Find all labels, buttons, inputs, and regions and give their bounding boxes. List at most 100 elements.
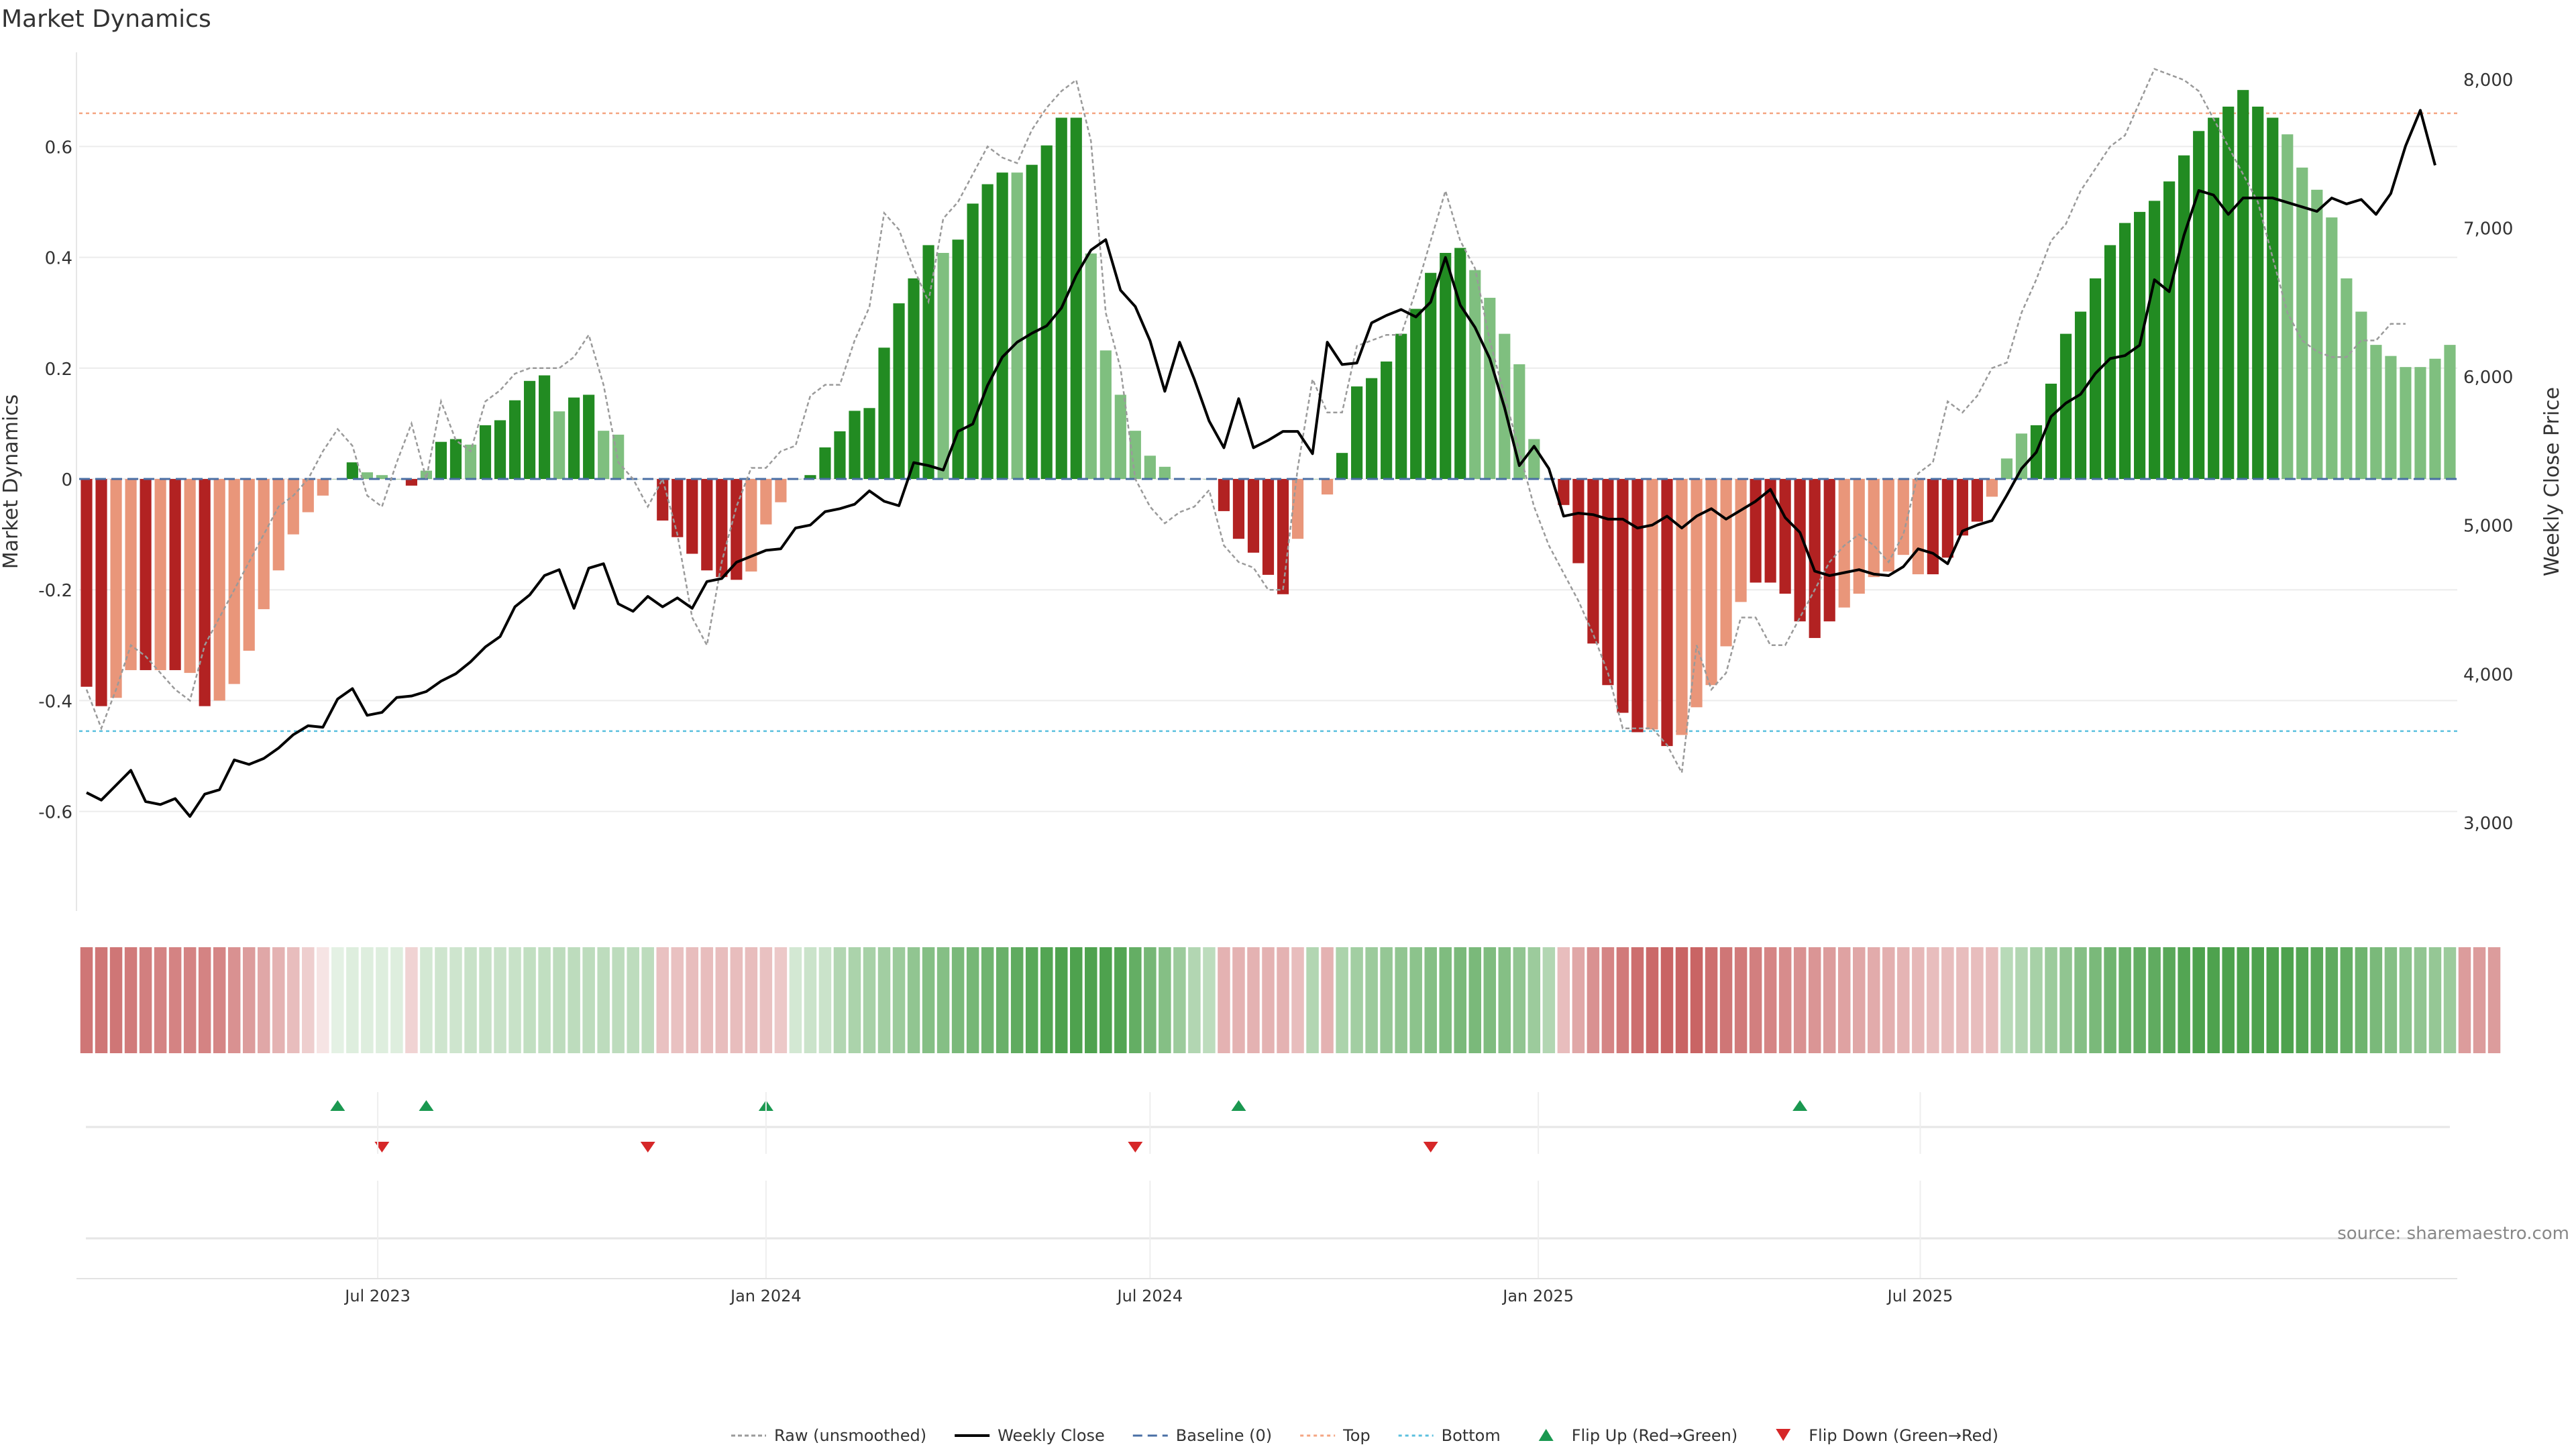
bar bbox=[376, 475, 388, 479]
bar bbox=[1366, 378, 1378, 479]
bar bbox=[2149, 201, 2161, 479]
bar bbox=[2370, 345, 2382, 479]
bar bbox=[863, 408, 875, 479]
bar bbox=[760, 479, 772, 525]
heat-cell bbox=[302, 947, 315, 1053]
x-tick-label: Jul 2023 bbox=[343, 1287, 411, 1305]
heat-cell bbox=[464, 947, 477, 1053]
heat-cell bbox=[1852, 947, 1866, 1053]
bar bbox=[169, 479, 181, 670]
bar bbox=[1720, 479, 1732, 647]
y2-axis-label: Weekly Close Price bbox=[2540, 387, 2564, 576]
heat-cell bbox=[759, 947, 773, 1053]
bar bbox=[213, 479, 225, 701]
heat-cell bbox=[494, 947, 506, 1053]
legend-item: Baseline (0) bbox=[1132, 1426, 1272, 1445]
bar bbox=[2118, 223, 2131, 479]
y2-tick-label: 4,000 bbox=[2463, 665, 2513, 685]
bar bbox=[1395, 333, 1407, 479]
bar bbox=[1646, 479, 1658, 730]
heat-cell bbox=[700, 947, 714, 1053]
heat-cell bbox=[2148, 947, 2161, 1053]
bar bbox=[1351, 386, 1363, 479]
heat-cell bbox=[848, 947, 861, 1053]
bar bbox=[1055, 117, 1067, 479]
bar bbox=[2414, 367, 2426, 479]
bar bbox=[523, 380, 536, 479]
bar bbox=[1809, 479, 1821, 639]
heat-cell bbox=[1070, 947, 1083, 1053]
bar bbox=[819, 447, 831, 479]
heat-cell bbox=[2266, 947, 2279, 1053]
heat-cell bbox=[1277, 947, 1289, 1053]
heat-cell bbox=[198, 947, 211, 1053]
heat-cell bbox=[257, 947, 270, 1053]
bar bbox=[2000, 458, 2013, 479]
heat-cell bbox=[1646, 947, 1659, 1053]
legend-item: Bottom bbox=[1398, 1426, 1501, 1445]
heat-cell bbox=[2355, 947, 2368, 1053]
bar bbox=[2326, 217, 2338, 479]
heat-cell bbox=[1468, 947, 1482, 1053]
heat-cell bbox=[2207, 947, 2220, 1053]
bar bbox=[508, 400, 521, 479]
bar bbox=[1277, 479, 1289, 594]
heat-cell bbox=[508, 947, 521, 1053]
bar bbox=[1011, 172, 1023, 479]
heat-cell bbox=[1159, 947, 1171, 1053]
y2-tick-label: 6,000 bbox=[2463, 368, 2513, 388]
heat-cell bbox=[109, 947, 123, 1053]
heat-cell bbox=[183, 947, 197, 1053]
heat-cell bbox=[1321, 947, 1334, 1053]
heat-cell bbox=[715, 947, 729, 1053]
bar bbox=[834, 431, 846, 479]
heat-cell bbox=[2428, 947, 2442, 1053]
bar bbox=[154, 479, 166, 670]
bar bbox=[140, 479, 152, 670]
bar bbox=[849, 411, 861, 479]
bar bbox=[243, 479, 255, 651]
bar bbox=[1897, 479, 1909, 555]
heat-cell bbox=[863, 947, 876, 1053]
x-axis: Jul 2023 Jan 2024 Jul 2024 Jan 2025 Jul 2025 bbox=[76, 1092, 2457, 1305]
heat-cell bbox=[2015, 947, 2028, 1053]
weekly-close-series bbox=[86, 109, 2436, 818]
y2-tick-label: 3,000 bbox=[2463, 814, 2513, 834]
heat-cell bbox=[2443, 947, 2457, 1053]
bar bbox=[1558, 479, 1570, 505]
bar bbox=[1114, 394, 1126, 479]
heat-cell bbox=[2369, 947, 2383, 1053]
flip-markers-panel bbox=[86, 1100, 2450, 1152]
heat-cell bbox=[568, 947, 580, 1053]
heat-cell bbox=[2074, 947, 2087, 1053]
y-tick-label: -0.6 bbox=[38, 803, 72, 823]
heat-cell bbox=[538, 947, 551, 1053]
y2-tick-label: 7,000 bbox=[2463, 219, 2513, 239]
heat-cell bbox=[789, 947, 802, 1053]
bar bbox=[2296, 167, 2308, 479]
heat-cell bbox=[1587, 947, 1600, 1053]
bar bbox=[125, 479, 137, 670]
heat-cell bbox=[331, 947, 344, 1053]
bar bbox=[1085, 253, 1097, 479]
y-tick-label: -0.4 bbox=[38, 692, 72, 712]
heat-cell bbox=[1129, 947, 1142, 1053]
bar bbox=[996, 172, 1008, 479]
bar bbox=[701, 479, 713, 571]
heat-cell bbox=[1557, 947, 1570, 1053]
bar-series bbox=[80, 90, 2456, 747]
bar bbox=[1572, 479, 1585, 564]
x-tick-label: Jul 2024 bbox=[1116, 1287, 1183, 1305]
heat-cell bbox=[2030, 947, 2043, 1053]
bar bbox=[1247, 479, 1260, 553]
bar bbox=[302, 479, 314, 513]
bar bbox=[1144, 455, 1156, 479]
heat-cell bbox=[627, 947, 639, 1053]
heat-cell bbox=[1336, 947, 1348, 1053]
y-tick-label: -0.2 bbox=[38, 581, 72, 601]
flip-up-marker bbox=[1792, 1100, 1808, 1111]
heat-cell bbox=[1439, 947, 1452, 1053]
legend-label: Baseline (0) bbox=[1176, 1426, 1272, 1445]
heat-cell bbox=[1941, 947, 1954, 1053]
heat-cell bbox=[227, 947, 241, 1053]
